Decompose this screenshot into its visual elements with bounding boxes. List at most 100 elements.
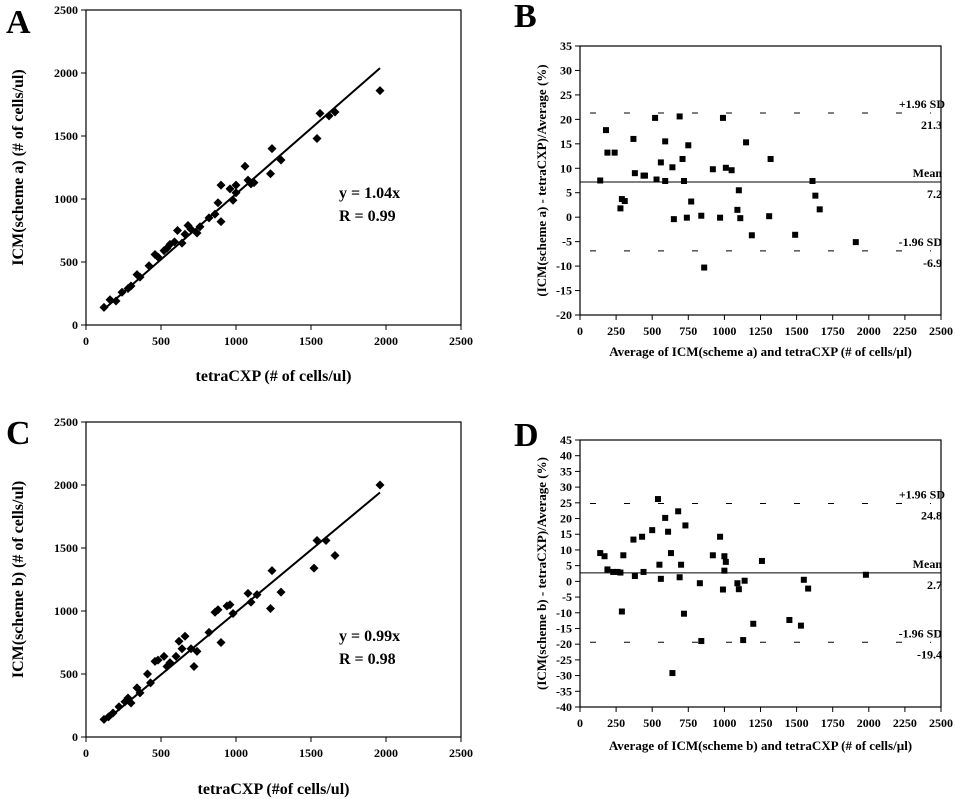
data-point [698,638,705,645]
mean-value: 7.2 [927,187,942,201]
y-tick-label: 40 [560,449,572,463]
mean-label: Mean [913,166,943,180]
y-tick-label: 15 [560,137,572,151]
data-point [631,170,638,177]
data-point [737,215,744,222]
data-point [321,535,331,545]
x-tick-label: 2500 [449,334,473,348]
data-point [618,608,625,615]
data-point [685,142,692,149]
data-point [186,224,196,234]
data-point [766,213,773,220]
data-point [735,586,742,593]
x-tick-label: 0 [577,716,583,730]
data-point [195,222,205,232]
y-axis-label: (ICM(scheme a) - tetraCXP)/Average (%) [534,64,549,296]
data-point [192,228,202,238]
data-point [639,533,646,540]
data-point [719,114,726,121]
data-point [653,176,660,183]
data-point [688,198,695,205]
y-tick-label: 1500 [54,129,78,143]
data-point [610,568,617,575]
upper-sd-value: 24.8 [921,508,942,522]
data-point [683,214,690,221]
x-tick-label: 500 [643,716,661,730]
data-point [852,239,859,246]
data-point [698,212,705,219]
y-tick-label: 0 [72,730,78,744]
data-point [679,155,686,162]
data-point [722,558,729,565]
data-point [652,114,659,121]
y-tick-label: 5 [566,186,572,200]
x-tick-label: 1500 [785,716,809,730]
x-tick-label: 1750 [821,716,845,730]
data-point [210,209,220,219]
y-tick-label: -15 [556,284,572,298]
data-point [734,206,741,213]
data-point [816,206,823,213]
data-point [312,535,322,545]
data-point [617,205,624,212]
x-tick-label: 1250 [749,324,773,338]
data-point [174,636,184,646]
data-point [597,177,604,184]
data-point [621,198,628,205]
data-point [748,232,755,239]
data-point [812,192,819,199]
data-point [662,138,669,145]
x-tick-label: 750 [679,324,697,338]
panel-d: D0 250 500 750 1000 1250 1500 1750 2000 2250 2500-… [514,417,953,753]
data-point [662,177,669,184]
x-tick-label: 1000 [224,334,248,348]
data-point [312,134,322,144]
mean-value: 2.7 [927,578,942,592]
data-point [192,646,202,656]
data-point [682,522,689,529]
panel-letter: B [514,0,537,35]
data-point [735,187,742,194]
data-point [114,702,124,712]
data-point [601,553,608,560]
data-point [153,655,163,665]
x-tick-label: 1000 [712,716,736,730]
data-point [204,213,214,223]
data-point [105,295,115,305]
data-point [135,688,145,698]
y-tick-label: -20 [556,308,572,322]
y-tick-label: 1000 [54,192,78,206]
data-point [701,264,708,271]
data-point [117,287,127,297]
data-point [665,528,672,535]
data-point [225,600,235,610]
data-point [786,616,793,623]
data-point [173,226,182,235]
x-tick-label: 2000 [374,334,398,348]
data-point [611,149,618,156]
data-point [228,609,238,619]
data-point [126,698,136,708]
data-point [721,567,728,574]
y-tick-label: 2000 [54,66,78,80]
data-point [719,586,726,593]
data-point [620,552,627,559]
data-point [862,571,869,578]
data-point [171,651,181,661]
y-tick-label: -10 [556,606,572,620]
lower-sd-value: -19.4 [917,647,942,661]
y-tick-label: 0 [566,574,572,588]
y-tick-label: 45 [560,433,572,447]
x-axis-label: Average of ICM(scheme a) and tetraCXP (#… [609,344,912,359]
data-point [604,566,611,573]
data-point [631,573,638,580]
y-tick-label: -30 [556,669,572,683]
data-point [670,216,677,223]
x-axis-label: tetraCXP (# of cells/ul) [196,368,352,385]
data-point [662,514,669,521]
x-tick-label: 250 [607,324,625,338]
data-point [797,622,804,629]
y-tick-label: 500 [60,255,78,269]
r-value-label: R = 0.98 [339,651,396,668]
